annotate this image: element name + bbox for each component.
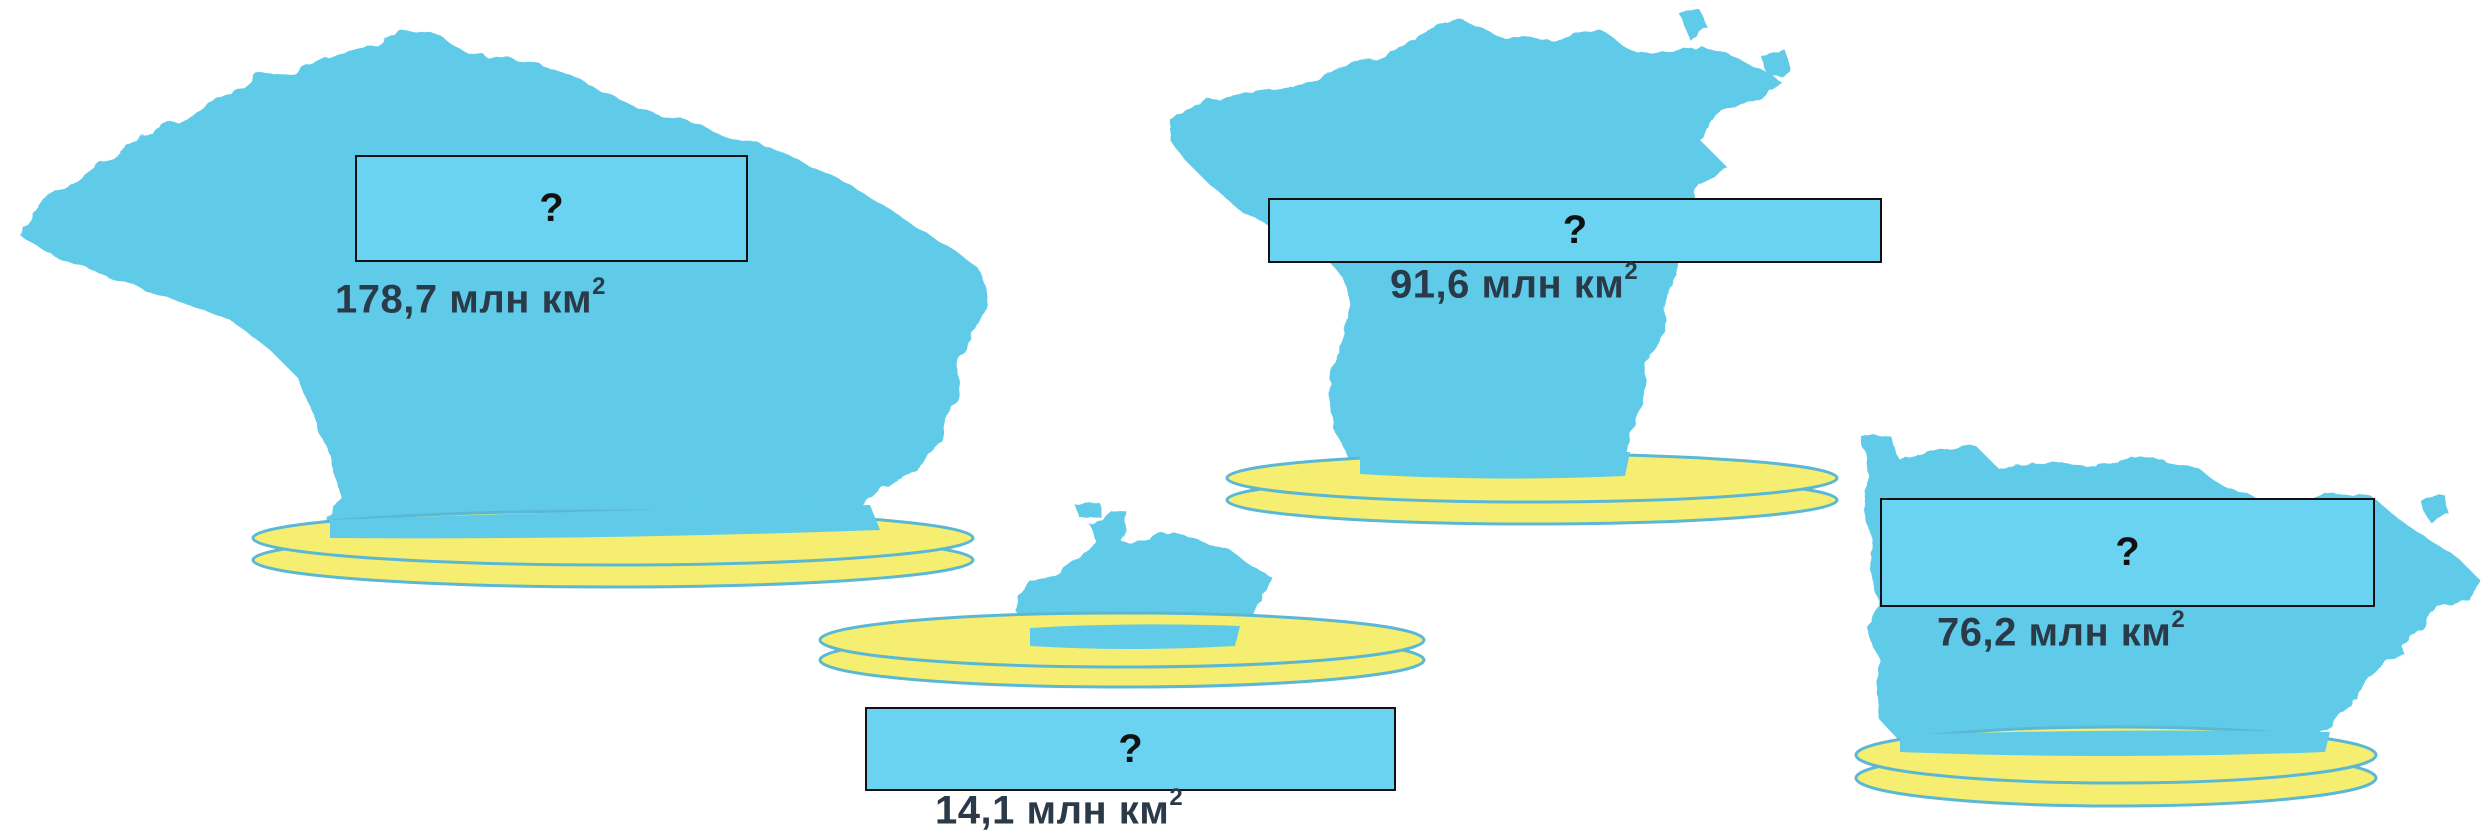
ocean-4-answer-box[interactable]: ? bbox=[1880, 498, 2375, 607]
ocean-3-shape-base bbox=[1030, 624, 1240, 649]
ocean-2-answer-box[interactable]: ? bbox=[1268, 198, 1882, 263]
ocean-3-islands bbox=[1075, 498, 1100, 520]
ocean-2-area-exponent: 2 bbox=[1624, 258, 1639, 285]
ocean-3-area-label: 14,1 млн км2 bbox=[935, 784, 1183, 833]
ocean-3-shape bbox=[1010, 510, 1270, 638]
ocean-2-shape-base bbox=[1360, 450, 1630, 479]
ocean-1-area-value: 178,7 bbox=[335, 277, 438, 322]
ocean-3-figure bbox=[818, 498, 1426, 689]
ocean-4-islands bbox=[2380, 495, 2450, 660]
ocean-2-area-label: 91,6 млн км2 bbox=[1390, 258, 1638, 307]
ocean-1-area-unit: млн км bbox=[449, 277, 593, 322]
ocean-3-area-value: 14,1 bbox=[935, 788, 1015, 833]
ocean-4-area-label: 76,2 млн км2 bbox=[1937, 606, 2185, 655]
ocean-1-area-exponent: 2 bbox=[592, 273, 606, 300]
ocean-3-area-unit: млн км bbox=[1026, 788, 1170, 833]
ocean-4-area-exponent: 2 bbox=[2171, 606, 2186, 633]
ocean-1-shape-base bbox=[330, 505, 880, 539]
ocean-2-islands bbox=[1680, 10, 1790, 78]
ocean-1-area-label: 178,7 млн км2 bbox=[335, 273, 606, 322]
ocean-3-answer-box[interactable]: ? bbox=[865, 707, 1396, 791]
ocean-3-area-exponent: 2 bbox=[1169, 784, 1184, 811]
ocean-1-answer-box[interactable]: ? bbox=[355, 155, 748, 262]
ocean-4-area-value: 76,2 bbox=[1937, 610, 2017, 655]
ocean-4-area-unit: млн км bbox=[2028, 610, 2172, 655]
ocean-4-shape-base bbox=[1900, 730, 2330, 756]
ocean-2-area-unit: млн км bbox=[1481, 262, 1625, 307]
ocean-2-area-value: 91,6 bbox=[1390, 262, 1470, 307]
